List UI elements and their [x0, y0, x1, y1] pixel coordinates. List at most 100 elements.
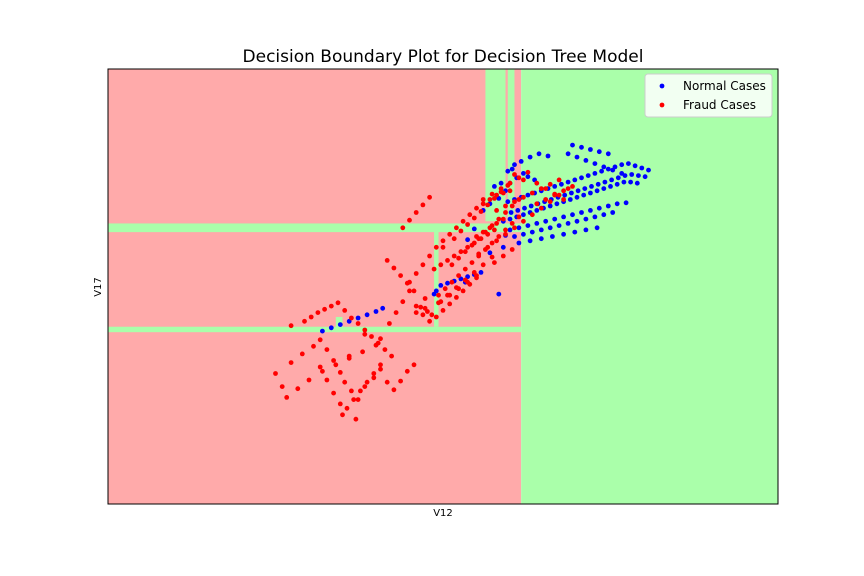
normal-point: [626, 161, 631, 167]
normal-point: [512, 162, 517, 168]
normal-point: [500, 244, 506, 250]
normal-point: [583, 158, 589, 163]
fraud-point: [529, 190, 535, 196]
normal-point: [579, 210, 584, 215]
fraud-point: [391, 387, 397, 393]
normal-point: [522, 205, 527, 211]
fraud-point: [362, 327, 368, 333]
normal-point: [337, 322, 343, 327]
fraud-point: [369, 334, 374, 339]
fraud-point: [355, 321, 361, 326]
fraud-point: [462, 266, 468, 272]
fraud-point: [465, 279, 470, 285]
fraud-point: [496, 216, 502, 222]
decision-region-4: [108, 223, 522, 233]
fraud-point: [433, 244, 439, 250]
normal-point: [592, 171, 598, 176]
normal-point: [595, 181, 601, 187]
fraud-point: [422, 296, 428, 301]
fraud-point: [355, 397, 361, 402]
normal-point: [515, 208, 521, 213]
fraud-point: [467, 212, 473, 218]
fraud-point: [413, 303, 419, 309]
fraud-point: [458, 249, 464, 255]
fraud-point: [487, 197, 493, 202]
fraud-point: [411, 362, 417, 368]
normal-point: [505, 168, 511, 174]
fraud-point: [480, 262, 486, 268]
normal-point: [592, 214, 598, 220]
fraud-point: [420, 202, 426, 208]
fraud-point: [324, 377, 330, 383]
normal-point: [507, 227, 513, 233]
fraud-point: [498, 186, 504, 192]
fraud-point: [404, 368, 410, 374]
decision-region-3: [507, 69, 515, 222]
fraud-point: [509, 247, 515, 252]
fraud-point: [471, 240, 477, 246]
fraud-point: [420, 262, 426, 268]
fraud-point: [382, 347, 388, 352]
normal-point: [610, 210, 616, 215]
fraud-point: [509, 221, 515, 226]
normal-point: [565, 151, 571, 157]
x-axis-label: V12: [433, 508, 453, 519]
fraud-point: [496, 234, 502, 239]
fraud-point: [489, 240, 495, 246]
normal-point: [528, 203, 534, 209]
fraud-point: [360, 349, 365, 355]
fraud-point: [442, 286, 448, 292]
fraud-point: [509, 203, 515, 209]
fraud-point: [346, 353, 352, 359]
normal-point: [614, 201, 620, 207]
normal-point: [636, 173, 641, 179]
fraud-point: [393, 310, 399, 315]
normal-point: [567, 197, 573, 202]
fraud-point: [543, 186, 549, 192]
normal-point: [574, 194, 580, 200]
normal-point: [561, 214, 566, 220]
normal-point: [634, 180, 640, 186]
fraud-point: [427, 318, 432, 324]
fraud-point: [492, 227, 497, 233]
fraud-point: [440, 308, 446, 313]
normal-point: [521, 231, 526, 237]
normal-point: [545, 153, 551, 159]
normal-point: [594, 225, 600, 231]
plot-area: [108, 69, 778, 504]
normal-point: [521, 171, 526, 176]
fraud-point: [418, 304, 424, 310]
normal-point: [364, 312, 370, 318]
normal-point: [579, 175, 584, 181]
normal-point: [487, 250, 493, 256]
normal-point: [538, 236, 544, 242]
fraud-point: [413, 210, 419, 215]
fraud-point: [328, 303, 334, 309]
fraud-point: [500, 253, 506, 259]
series-fraud: [273, 169, 575, 422]
normal-point: [552, 184, 558, 189]
fraud-point: [500, 216, 506, 222]
fraud-point: [447, 292, 453, 298]
fraud-point: [378, 366, 383, 372]
normal-point: [516, 225, 522, 231]
fraud-point: [503, 210, 508, 215]
normal-point: [538, 227, 544, 233]
fraud-point: [561, 188, 566, 194]
fraud-point: [547, 181, 553, 187]
fraud-point: [478, 209, 484, 214]
fraud-point: [384, 379, 390, 385]
fraud-point: [407, 288, 412, 294]
normal-point: [529, 229, 535, 235]
normal-point: [589, 184, 594, 189]
normal-point: [639, 165, 645, 171]
fraud-point: [438, 299, 444, 305]
normal-point: [521, 212, 526, 218]
fraud-point: [521, 194, 526, 200]
normal-point: [554, 201, 560, 207]
legend-box: [644, 73, 773, 118]
normal-point: [355, 315, 361, 321]
fraud-point: [505, 183, 511, 188]
fraud-point: [371, 371, 377, 376]
normal-point: [498, 180, 504, 186]
